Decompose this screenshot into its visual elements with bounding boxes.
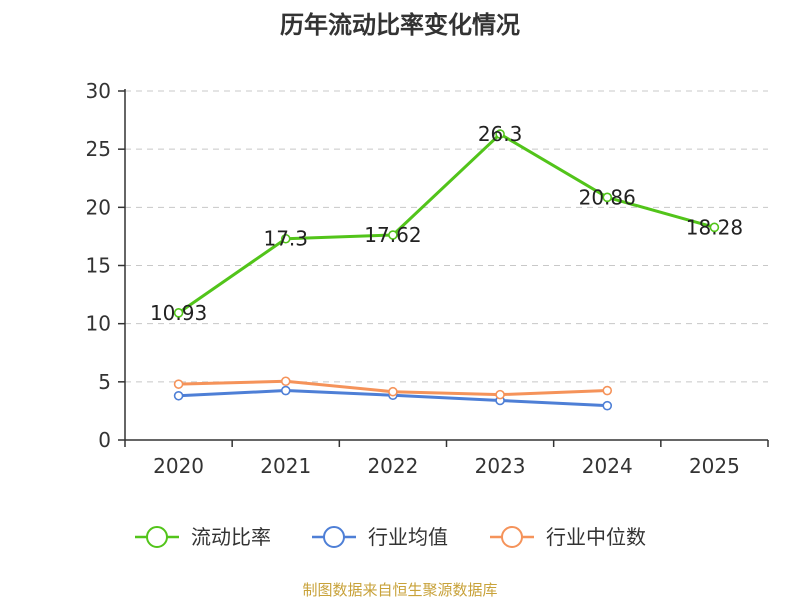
data-point [389, 388, 397, 396]
data-label: 18.28 [686, 215, 743, 239]
label-layer: 10.93 17.3 17.62 26.3 20.86 18.28 [150, 122, 743, 325]
legend-marker [147, 527, 167, 547]
data-label: 20.86 [579, 185, 636, 209]
series-layer [175, 130, 719, 410]
legend: 流动比率 行业均值 行业中位数 [135, 525, 646, 549]
x-tick-label: 2020 [153, 454, 204, 478]
data-point [175, 392, 183, 400]
legend-entry: 行业中位数 [546, 525, 646, 549]
series-line [179, 134, 715, 313]
legend-marker [502, 527, 522, 547]
x-tick-label: 2022 [367, 454, 418, 478]
y-tick-label: 30 [86, 79, 111, 103]
legend-entry: 流动比率 [191, 525, 271, 549]
legend-entry: 行业均值 [368, 525, 448, 549]
data-label: 17.3 [263, 227, 308, 251]
y-tick-label: 5 [98, 370, 111, 394]
y-tick-label: 15 [86, 254, 111, 278]
data-point [496, 391, 504, 399]
data-point [175, 380, 183, 388]
data-label: 10.93 [150, 301, 207, 325]
chart-title: 历年流动比率变化情况 [280, 11, 520, 39]
grid-layer [125, 91, 768, 382]
y-tick-label: 10 [86, 312, 111, 336]
data-label: 26.3 [478, 122, 523, 146]
data-point [603, 387, 611, 395]
x-tick-label: 2025 [689, 454, 740, 478]
line-chart: 历年流动比率变化情况 0510152025302020 2021 2022 2023 2… [0, 0, 800, 600]
data-point [282, 387, 290, 395]
y-tick-label: 0 [98, 428, 111, 452]
y-tick-label: 20 [86, 195, 111, 219]
data-label: 17.62 [364, 223, 421, 247]
data-point [603, 402, 611, 410]
legend-marker [324, 527, 344, 547]
data-point [282, 377, 290, 385]
x-tick-label: 2024 [582, 454, 633, 478]
x-tick-label: 2021 [260, 454, 311, 478]
x-tick-label: 2023 [475, 454, 526, 478]
chart-footer: 制图数据来自恒生聚源数据库 [302, 581, 497, 599]
y-tick-label: 25 [86, 137, 111, 161]
